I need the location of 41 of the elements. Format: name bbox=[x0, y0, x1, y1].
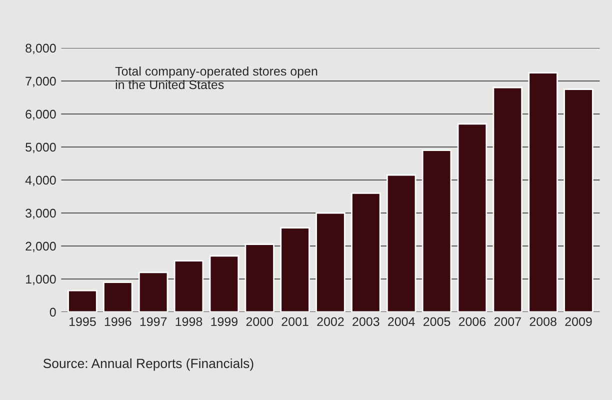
x-tick-label: 2002 bbox=[317, 317, 344, 326]
x-tick-label: 2007 bbox=[494, 317, 521, 326]
bar bbox=[68, 290, 98, 312]
y-tick-label: 5,000 bbox=[26, 142, 56, 154]
y-tick-label: 3,000 bbox=[26, 208, 56, 220]
x-tick-label: 1995 bbox=[70, 317, 96, 326]
x-tick-label: 1997 bbox=[140, 317, 167, 326]
bar bbox=[564, 88, 594, 312]
x-tick-label: 2009 bbox=[565, 317, 592, 326]
y-tick-label: 8,000 bbox=[26, 44, 56, 54]
source-note: Source: Annual Reports (Financials) bbox=[43, 358, 254, 371]
y-tick-label: 7,000 bbox=[26, 76, 56, 88]
x-tick-label: 2000 bbox=[246, 317, 274, 326]
y-tick-label: 0 bbox=[50, 308, 56, 317]
y-tick-label: 4,000 bbox=[25, 176, 56, 186]
x-tick-label: 2008 bbox=[530, 317, 556, 326]
x-tick-label: 2005 bbox=[424, 317, 450, 326]
x-tick-label: 1996 bbox=[104, 317, 132, 326]
x-tick-label: 2006 bbox=[458, 317, 486, 326]
x-tick-label: 2001 bbox=[282, 317, 308, 326]
x-tick-label: 1999 bbox=[211, 317, 238, 326]
bar bbox=[351, 192, 381, 312]
bar bbox=[457, 123, 488, 312]
bar bbox=[138, 272, 168, 312]
bar bbox=[422, 150, 452, 312]
y-tick-label: 2,000 bbox=[26, 242, 56, 252]
bar bbox=[174, 260, 204, 312]
bar bbox=[386, 174, 416, 312]
bar bbox=[244, 244, 274, 312]
bar bbox=[316, 212, 346, 312]
annotation: Total company-operated stores open in the United States bbox=[115, 66, 318, 90]
bar bbox=[280, 227, 310, 312]
bar bbox=[103, 282, 133, 312]
bar bbox=[209, 255, 240, 312]
y-tick-label: 6,000 bbox=[26, 110, 56, 120]
bar bbox=[492, 86, 523, 312]
x-tick-label: 2003 bbox=[352, 317, 380, 326]
x-tick-label: 1998 bbox=[176, 317, 202, 326]
x-tick-label: 2004 bbox=[388, 317, 415, 326]
y-tick-label: 1,000 bbox=[26, 274, 56, 286]
bar bbox=[528, 72, 558, 312]
